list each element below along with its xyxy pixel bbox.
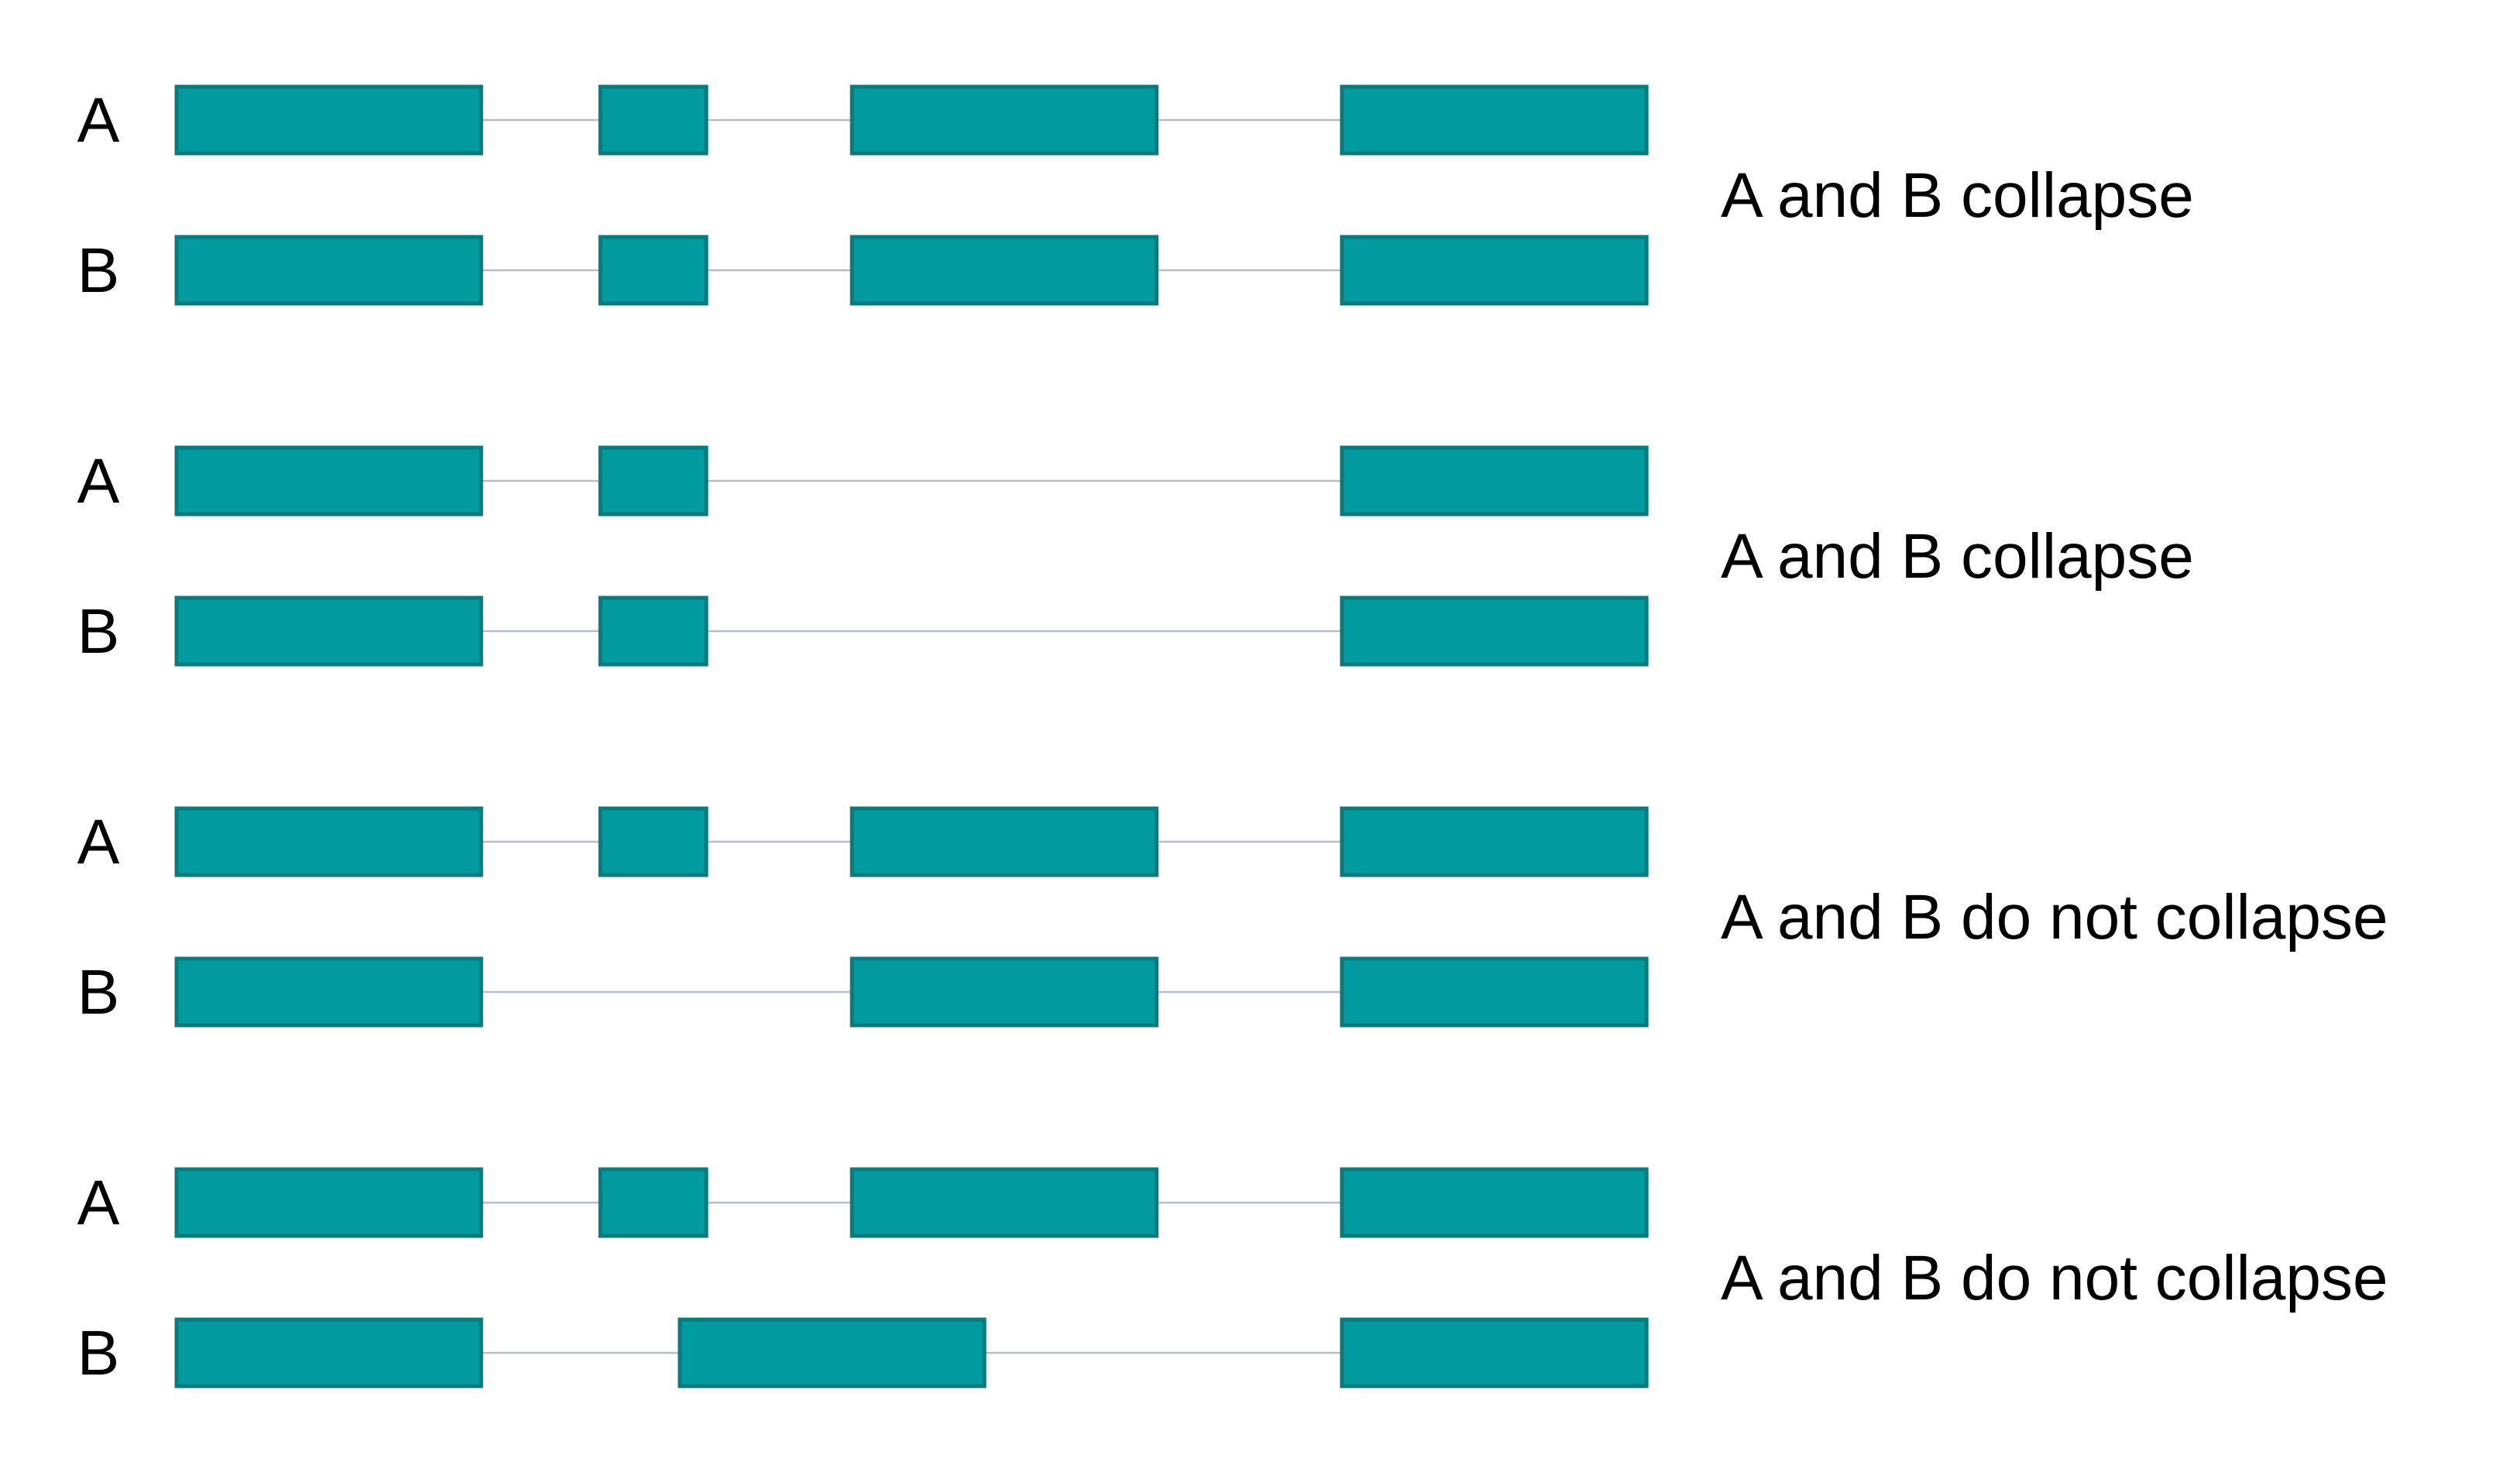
transcript-row: B [77,956,1649,1028]
example-group: A B A and B do not collapse [77,806,2388,1028]
transcript-label: A [77,446,120,517]
exon-block [850,806,1159,877]
exon-block [850,84,1159,156]
transcript-row: A [77,84,1649,156]
exon-block [598,235,709,306]
exon-block [598,595,709,667]
exon-block [598,84,709,156]
exon-block [174,1317,483,1388]
collapse-verdict: A and B do not collapse [1721,882,2388,952]
exon-block [678,1317,987,1388]
exon-block [1340,445,1649,517]
transcript-row: B [77,595,1649,667]
example-group: A B A and B collapse [77,445,2194,667]
exon-block [174,595,483,667]
transcript-row: B [77,235,1649,306]
transcript-label: A [77,85,120,156]
exon-block [174,806,483,877]
exon-block [1340,1167,1649,1238]
exon-block [174,956,483,1028]
transcript-label: B [77,235,120,306]
transcript-label: B [77,1318,120,1388]
example-group: A B A and B do not collapse [77,1167,2388,1388]
transcript-label: B [77,957,120,1028]
exon-block [1340,806,1649,877]
transcript-row: B [77,1317,1649,1388]
transcript-label: A [77,807,120,877]
exon-block [1340,595,1649,667]
exon-block [1340,956,1649,1028]
collapse-verdict: A and B do not collapse [1721,1243,2388,1313]
transcript-row: A [77,1167,1649,1238]
exon-block [1340,235,1649,306]
transcript-label: A [77,1168,120,1238]
collapse-verdict: A and B collapse [1721,160,2194,231]
exon-block [598,445,709,517]
exon-block [850,956,1159,1028]
transcript-row: A [77,806,1649,877]
transcript-row: A [77,445,1649,517]
exon-block [174,445,483,517]
exon-block [850,1167,1159,1238]
exon-block [174,235,483,306]
exon-block [598,806,709,877]
exon-block [598,1167,709,1238]
exon-block [1340,84,1649,156]
exon-block [1340,1317,1649,1388]
example-group: A B A and B collapse [77,84,2194,306]
collapse-verdict: A and B collapse [1721,521,2194,592]
transcript-label: B [77,596,120,667]
exon-block [850,235,1159,306]
exon-block [174,84,483,156]
exon-block [174,1167,483,1238]
